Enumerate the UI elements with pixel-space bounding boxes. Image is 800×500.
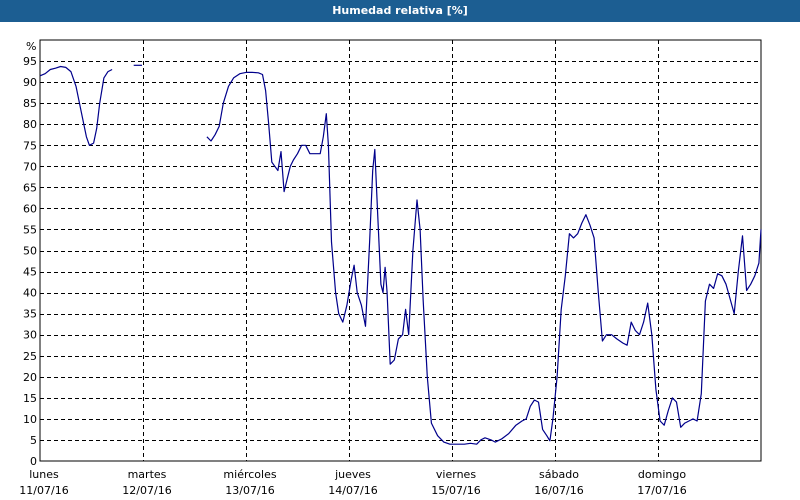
y-tick-label: 95	[23, 55, 37, 68]
y-tick-label: 60	[23, 202, 37, 215]
y-tick-label: 35	[23, 308, 37, 321]
humidity-series-line	[39, 65, 113, 146]
plot-border	[39, 39, 762, 462]
x-tick-date-label: 14/07/16	[328, 484, 377, 497]
y-tick-label: 20	[23, 371, 37, 384]
y-tick-label: 5	[30, 434, 37, 447]
x-tick-day-label: domingo	[638, 468, 686, 481]
y-axis-label: %	[26, 40, 36, 53]
y-tick-label: 45	[23, 266, 37, 279]
x-tick-date-label: 12/07/16	[122, 484, 171, 497]
x-tick-day-label: lunes	[29, 468, 59, 481]
y-tick-label: 15	[23, 392, 37, 405]
x-tick-day-label: viernes	[436, 468, 476, 481]
y-tick-label: 70	[23, 160, 37, 173]
x-tick-day-label: sábado	[539, 468, 579, 481]
y-axis-ticks: 0 5 10 15 20 25 30 35 40 45 50 55 60 65 70 75 80 85 90 95	[23, 55, 37, 468]
x-tick-day-label: jueves	[334, 468, 371, 481]
y-tick-label: 65	[23, 181, 37, 194]
x-tick-date-label: 17/07/16	[637, 484, 686, 497]
x-tick-day-label: martes	[128, 468, 167, 481]
y-tick-label: 50	[23, 245, 37, 258]
y-tick-label: 25	[23, 350, 37, 363]
x-tick-day-label: miércoles	[223, 468, 276, 481]
chart-title: Humedad relativa [%]	[0, 0, 800, 22]
x-tick-date-label: 15/07/16	[431, 484, 480, 497]
y-tick-label: 30	[23, 329, 37, 342]
y-tick-label: 75	[23, 139, 37, 152]
y-tick-label: 40	[23, 287, 37, 300]
x-tick-date-label: 13/07/16	[225, 484, 274, 497]
y-tick-label: 80	[23, 118, 37, 131]
series-layer	[39, 64, 762, 445]
grid-lines	[40, 40, 761, 461]
y-tick-label: 0	[30, 455, 37, 468]
x-tick-date-label: 16/07/16	[534, 484, 583, 497]
humidity-series-line	[206, 71, 762, 445]
x-tick-date-label: 11/07/16	[19, 484, 68, 497]
y-tick-label: 90	[23, 76, 37, 89]
y-tick-label: 85	[23, 97, 37, 110]
y-tick-label: 10	[23, 413, 37, 426]
x-axis-ticks: lunes 11/07/16 martes 12/07/16 miércoles 13/0…	[19, 468, 686, 497]
y-tick-label: 55	[23, 223, 37, 236]
